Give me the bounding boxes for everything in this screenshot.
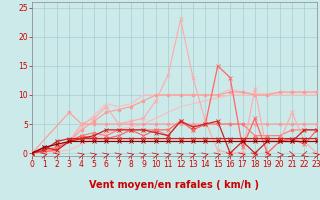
X-axis label: Vent moyen/en rafales ( km/h ): Vent moyen/en rafales ( km/h ) — [89, 180, 260, 190]
